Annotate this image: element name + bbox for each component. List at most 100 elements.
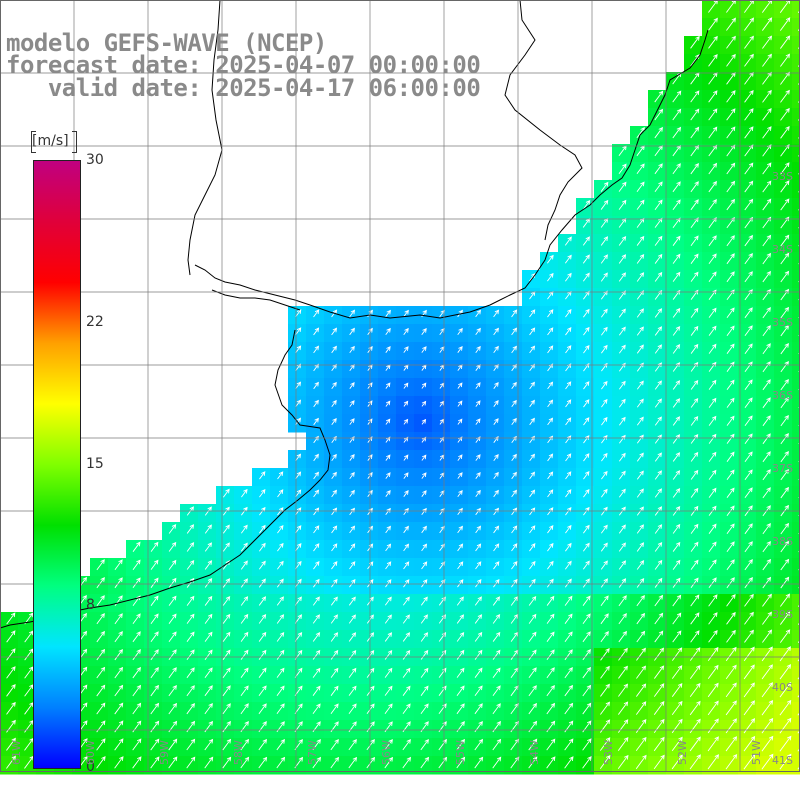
wind-arrow [420, 632, 429, 642]
wind-arrow [546, 631, 555, 642]
wind-arrow [510, 596, 519, 606]
wind-speed-cell [792, 522, 800, 541]
wind-arrow [186, 524, 195, 534]
wind-arrow [546, 254, 554, 264]
wind-arrow [456, 667, 465, 678]
wind-arrow [204, 595, 213, 606]
wind-arrow [725, 700, 737, 716]
wind-arrow [204, 578, 213, 588]
wind-arrow [618, 254, 627, 264]
wind-arrow [636, 362, 644, 372]
wind-arrow [547, 381, 554, 390]
wind-arrow [762, 234, 772, 247]
wind-speed-cell [792, 738, 800, 757]
wind-arrow [349, 418, 355, 425]
wind-arrow [366, 667, 375, 678]
wind-arrow [258, 649, 267, 660]
wind-arrow [258, 542, 266, 552]
wind-arrow [762, 629, 773, 643]
wind-arrow [779, 699, 792, 716]
wind-arrow [6, 701, 16, 715]
wind-arrow [547, 327, 554, 336]
wind-arrow [331, 525, 338, 534]
wind-arrow [277, 471, 284, 480]
wind-arrow [689, 718, 701, 734]
valid-date: valid date: 2025-04-17 06:00:00 [6, 74, 481, 102]
wind-arrow [600, 272, 608, 282]
wind-arrow [744, 126, 754, 139]
wind-arrow [222, 613, 231, 624]
wind-arrow [779, 629, 791, 643]
latitude-label: 35S [772, 316, 793, 329]
wind-arrow [708, 612, 718, 625]
wind-arrow [403, 525, 409, 534]
wind-arrow [707, 646, 719, 661]
wind-arrow [313, 309, 320, 318]
wind-arrow [618, 524, 626, 534]
wind-arrow [780, 468, 789, 481]
wind-arrow [96, 666, 106, 679]
wind-arrow [222, 756, 232, 769]
wind-arrow [636, 181, 645, 192]
wind-arrow [421, 418, 427, 425]
wind-speed-cell [792, 144, 800, 163]
river-border-line [187, 0, 583, 311]
wind-arrow [690, 235, 699, 247]
wind-arrow [654, 594, 664, 607]
wind-arrow [780, 522, 790, 535]
wind-arrow [726, 559, 735, 571]
wind-arrow [780, 270, 790, 283]
wind-arrow [403, 346, 409, 353]
wind-arrow [258, 560, 266, 570]
wind-speed-cell [792, 126, 800, 145]
latitude-label: 33S [772, 170, 793, 183]
wind-arrow [671, 683, 683, 697]
wind-arrow [762, 53, 772, 67]
wind-arrow [384, 667, 393, 678]
wind-arrow [295, 309, 302, 318]
wind-arrow [295, 345, 302, 354]
wind-arrow [618, 665, 628, 679]
wind-arrow [457, 454, 463, 461]
wind-arrow [168, 649, 177, 661]
wind-speed-cell [792, 666, 800, 685]
wind-arrow [762, 523, 771, 535]
wind-arrow [204, 542, 213, 552]
wind-arrow [240, 631, 249, 642]
wind-arrow [672, 326, 681, 336]
wind-arrow [599, 737, 611, 751]
wind-arrow [438, 649, 447, 660]
wind-arrow [744, 35, 754, 49]
wind-arrow [672, 630, 682, 643]
wind-arrow [493, 327, 499, 336]
wind-arrow [330, 685, 339, 696]
wind-speed-cell [792, 612, 800, 631]
wind-arrow [583, 506, 590, 516]
wind-arrow [546, 578, 554, 588]
wind-arrow [672, 271, 681, 282]
wind-arrow [348, 685, 357, 696]
wind-arrow [780, 306, 790, 319]
wind-arrow [330, 596, 338, 606]
wind-arrow [618, 272, 626, 282]
wind-arrow [618, 181, 627, 192]
wind-arrow [276, 756, 286, 769]
wind-arrow [780, 450, 789, 463]
wind-arrow [385, 382, 391, 389]
wind-arrow [582, 560, 590, 570]
wind-arrow [654, 362, 662, 372]
wind-arrow [276, 578, 284, 588]
colorbar-tick-label: 15 [86, 455, 104, 472]
wind-arrow [384, 685, 393, 696]
wind-arrow [618, 344, 626, 354]
wind-speed-cell [792, 234, 800, 253]
wind-arrow [546, 667, 555, 679]
wind-arrow [186, 649, 195, 661]
wind-arrow [546, 595, 555, 606]
wind-arrow [349, 578, 356, 588]
wind-arrow [150, 577, 159, 588]
wind-arrow [618, 595, 627, 607]
wind-arrow [240, 542, 248, 552]
wind-arrow [222, 685, 231, 697]
wind-arrow [708, 53, 718, 67]
